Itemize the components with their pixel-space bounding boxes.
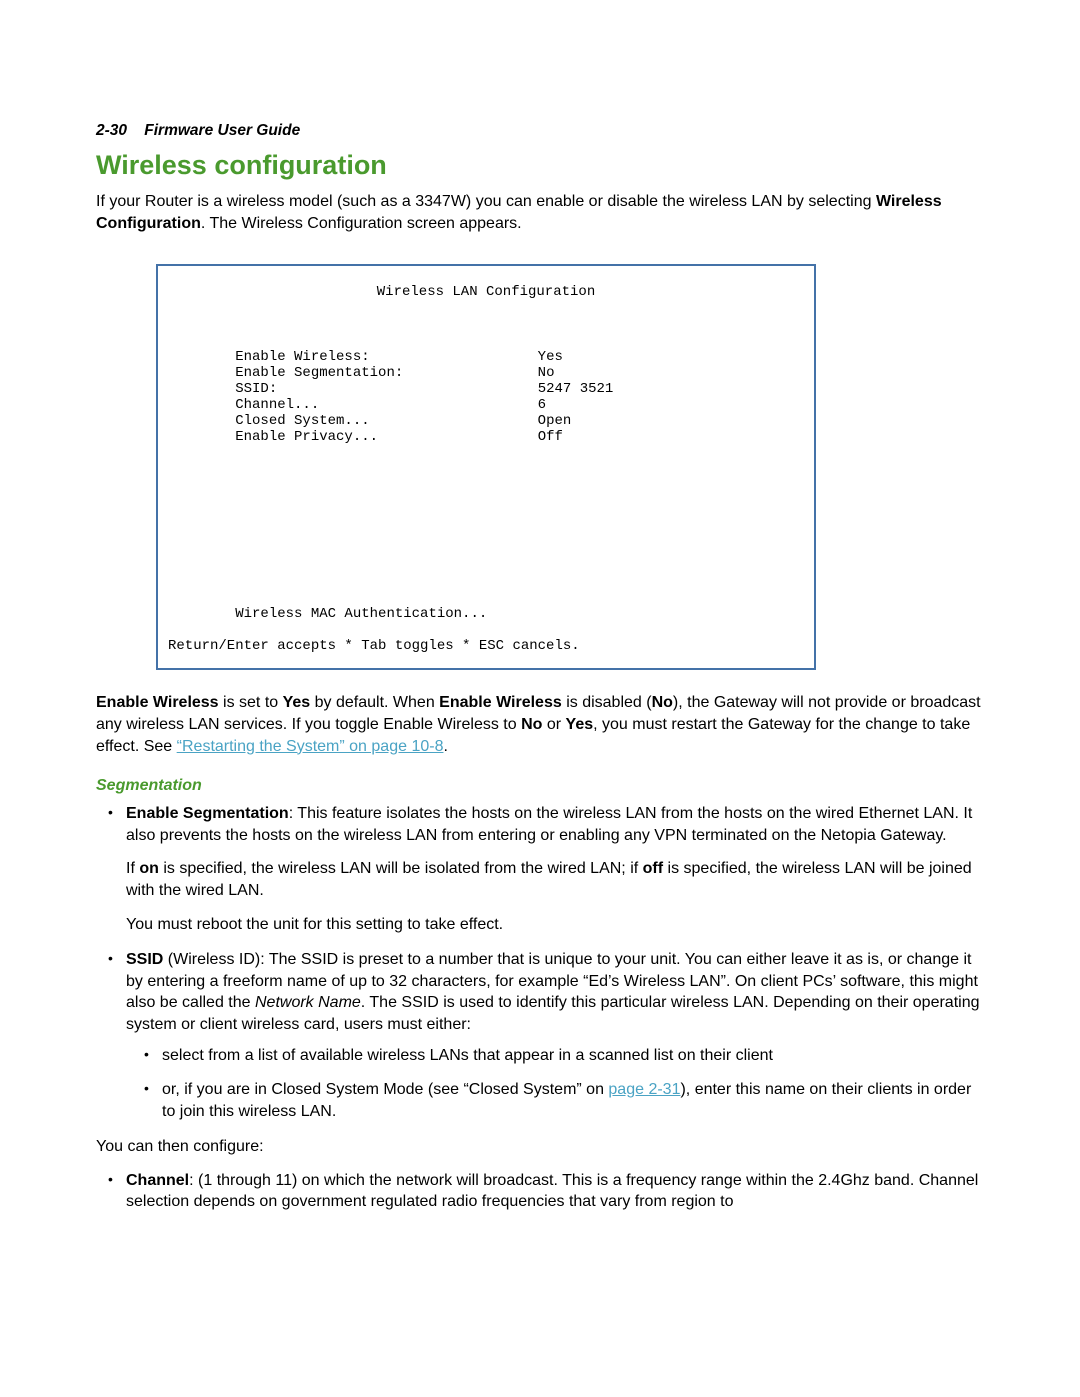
term-value: No — [538, 365, 555, 381]
intro-text-2: . The Wireless Configuration screen appe… — [201, 215, 522, 232]
term-label: SSID: — [235, 381, 277, 397]
term-mac-line: Wireless MAC Authentication... — [235, 606, 487, 622]
then-configure: You can then configure: — [96, 1136, 984, 1158]
separator — [131, 122, 140, 139]
term-value: Yes — [538, 349, 563, 365]
ew-g: . — [443, 738, 447, 755]
term-label: Enable Segmentation: — [235, 365, 403, 381]
seg-on: on — [139, 860, 159, 877]
seg-para3: You must reboot the unit for this settin… — [126, 914, 984, 936]
terminal-screen: Wireless LAN Configuration Enable Wirele… — [156, 264, 816, 670]
ssid-sub2-a: or, if you are in Closed System Mode (se… — [162, 1081, 608, 1098]
intro-paragraph: If your Router is a wireless model (such… — [96, 191, 984, 234]
ssid-sub-list: select from a list of available wireless… — [126, 1045, 984, 1122]
ew-e: or — [542, 716, 565, 733]
ew-b: by default. When — [310, 694, 439, 711]
terminal-title: Wireless LAN Configuration — [168, 284, 804, 300]
seg-off: off — [643, 860, 663, 877]
restart-link[interactable]: “Restarting the System” on page 10-8 — [177, 738, 444, 755]
page-header: 2-30 Firmware User Guide — [96, 122, 984, 140]
term-value: 6 — [538, 397, 546, 413]
bullet-list: Enable Segmentation: This feature isolat… — [96, 803, 984, 1122]
document-page: 2-30 Firmware User Guide Wireless config… — [0, 0, 1080, 1397]
then-configure-text: You can then configure: — [96, 1136, 984, 1158]
ew-c: is disabled ( — [562, 694, 652, 711]
ssid-sub1: select from a list of available wireless… — [126, 1045, 984, 1067]
ew-bold2: Enable Wireless — [439, 694, 562, 711]
ew-bold1: Enable Wireless — [96, 694, 219, 711]
ew-a: is set to — [219, 694, 283, 711]
seg-bold: Enable Segmentation — [126, 805, 289, 822]
bullet-ssid: SSID (Wireless ID): The SSID is preset t… — [96, 949, 984, 1122]
page-2-31-link[interactable]: page 2-31 — [608, 1081, 680, 1098]
ssid-italic: Network Name — [255, 994, 361, 1011]
term-footer: Return/Enter accepts * Tab toggles * ESC… — [168, 638, 580, 654]
term-label: Enable Wireless: — [235, 349, 369, 365]
channel-bold: Channel — [126, 1172, 189, 1189]
ew-no2: No — [521, 716, 542, 733]
term-label: Channel... — [235, 397, 319, 413]
section-title: Wireless configuration — [96, 150, 984, 181]
ew-no: No — [652, 694, 673, 711]
ssid-sub2: or, if you are in Closed System Mode (se… — [126, 1079, 984, 1122]
ssid-bold: SSID — [126, 951, 163, 968]
seg-p2b: is specified, the wireless LAN will be i… — [159, 860, 643, 877]
guide-title: Firmware User Guide — [144, 122, 300, 139]
bullet-list-2: Channel: (1 through 11) on which the net… — [96, 1170, 984, 1213]
term-value: 5247 3521 — [538, 381, 614, 397]
enable-wireless-paragraph: Enable Wireless is set to Yes by default… — [96, 692, 984, 757]
term-label: Enable Privacy... — [235, 429, 378, 445]
seg-para2: If on is specified, the wireless LAN wil… — [126, 858, 984, 901]
term-label: Closed System... — [235, 413, 369, 429]
seg-p2a: If — [126, 860, 139, 877]
channel-text: : (1 through 11) on which the network wi… — [126, 1172, 978, 1211]
term-value: Open — [538, 413, 572, 429]
bullet-channel: Channel: (1 through 11) on which the net… — [96, 1170, 984, 1213]
intro-text-1: If your Router is a wireless model (such… — [96, 193, 876, 210]
page-number: 2-30 — [96, 122, 127, 139]
term-value: Off — [538, 429, 563, 445]
bullet-segmentation: Enable Segmentation: This feature isolat… — [96, 803, 984, 935]
ew-yes: Yes — [283, 694, 311, 711]
segmentation-heading: Segmentation — [96, 777, 984, 795]
ew-yes2: Yes — [566, 716, 594, 733]
